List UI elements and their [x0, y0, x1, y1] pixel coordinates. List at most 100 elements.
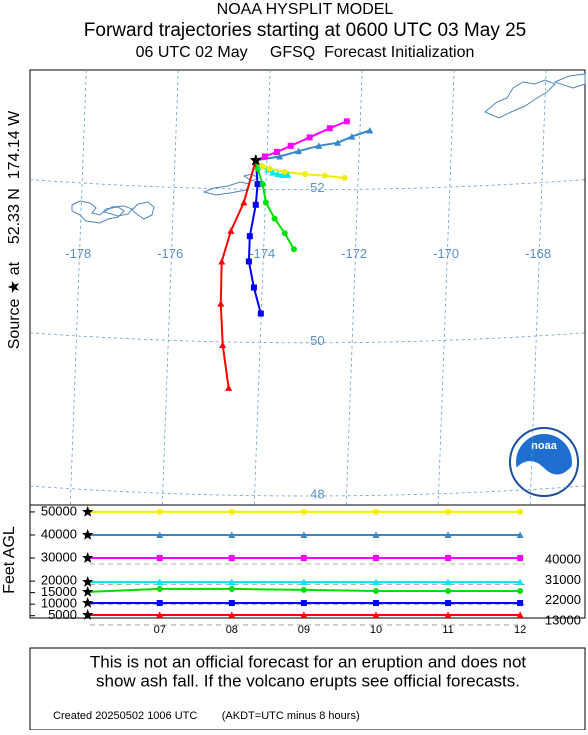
point — [156, 531, 164, 538]
point — [254, 181, 261, 188]
point — [250, 284, 257, 291]
point — [259, 163, 266, 170]
point — [517, 600, 524, 607]
point — [273, 148, 280, 155]
point — [274, 170, 282, 178]
point — [261, 153, 268, 160]
meridian — [529, 69, 547, 506]
parallel — [29, 179, 586, 191]
point — [284, 171, 292, 178]
point — [240, 198, 248, 206]
point — [269, 169, 277, 176]
point — [245, 258, 252, 265]
point — [281, 230, 288, 237]
point — [445, 588, 452, 595]
logo-wave — [516, 461, 572, 494]
island — [102, 205, 133, 217]
point — [266, 165, 273, 172]
island — [71, 200, 125, 224]
point — [372, 578, 380, 586]
longitude-label: -176 — [157, 246, 183, 261]
source-label: Source ★ at 52.33 N 174.14 W — [6, 110, 23, 349]
y2-tick-label: 22000 — [545, 592, 581, 607]
mainland — [484, 79, 556, 119]
longitude-label: -172 — [341, 246, 367, 261]
point — [300, 555, 307, 562]
y-tick-label: 50000 — [41, 503, 77, 518]
mainland — [553, 73, 586, 89]
point — [326, 125, 333, 132]
point — [445, 600, 452, 607]
point — [228, 585, 235, 592]
point — [287, 142, 294, 149]
coastlines — [71, 73, 586, 224]
point — [372, 600, 379, 607]
meridian — [437, 69, 455, 506]
start-marker — [82, 505, 94, 517]
point — [259, 181, 266, 188]
title: NOAA HYSPLIT MODEL — [217, 1, 394, 18]
point — [300, 578, 308, 586]
point — [516, 531, 524, 538]
point — [156, 611, 164, 619]
point — [372, 588, 379, 595]
point — [156, 555, 163, 562]
point — [372, 531, 380, 538]
y-tick-label: 40000 — [41, 526, 77, 541]
point — [444, 578, 452, 586]
start-marker — [82, 609, 94, 620]
x-tick-label: 10 — [370, 624, 382, 636]
point — [279, 171, 287, 178]
point — [228, 600, 235, 607]
point — [271, 215, 278, 222]
point — [257, 310, 264, 317]
point — [517, 555, 524, 562]
meridian — [69, 69, 87, 506]
point — [301, 171, 308, 178]
disclaimer-line: show ash fall. If the volcano erupts see… — [96, 671, 520, 690]
start-marker — [82, 585, 94, 597]
y-tick-label: 30000 — [41, 549, 77, 564]
parallel — [29, 332, 586, 344]
x-tick-label: 09 — [298, 624, 310, 636]
longitude-label: -178 — [65, 246, 91, 261]
y2-tick-label: 31000 — [545, 572, 581, 587]
point — [300, 531, 308, 538]
point — [372, 508, 379, 515]
point — [300, 508, 307, 515]
point — [366, 127, 374, 134]
x-tick-label: 11 — [442, 624, 453, 636]
point — [228, 611, 236, 619]
start-marker — [82, 576, 94, 587]
point — [228, 531, 236, 538]
start-marker — [250, 154, 262, 166]
noaa-logo: noaa — [509, 427, 579, 497]
point — [306, 134, 313, 141]
island — [131, 201, 155, 220]
parallel — [29, 485, 586, 497]
run-info: 06 UTC 02 May GFSQ Forecast Initializati… — [136, 44, 475, 61]
point — [334, 139, 342, 146]
start-marker — [82, 552, 94, 563]
point — [276, 153, 284, 160]
point — [445, 555, 452, 562]
x-tick-label: 12 — [514, 624, 526, 636]
y-axis-label: Feet AGL — [1, 526, 18, 594]
y-tick-label: 20000 — [41, 573, 77, 588]
latitude-label: 52 — [310, 180, 324, 195]
point — [228, 508, 235, 515]
point — [246, 233, 253, 240]
logo-text: noaa — [531, 440, 558, 452]
point — [295, 147, 303, 155]
longitude-label: -174 — [249, 246, 275, 261]
subtitle: Forward trajectories starting at 0600 UT… — [84, 20, 526, 41]
latitude-label: 48 — [310, 486, 324, 501]
point — [156, 508, 163, 515]
point — [281, 168, 288, 175]
point — [517, 508, 524, 515]
point — [156, 578, 164, 586]
x-tick-label: 07 — [154, 624, 166, 636]
